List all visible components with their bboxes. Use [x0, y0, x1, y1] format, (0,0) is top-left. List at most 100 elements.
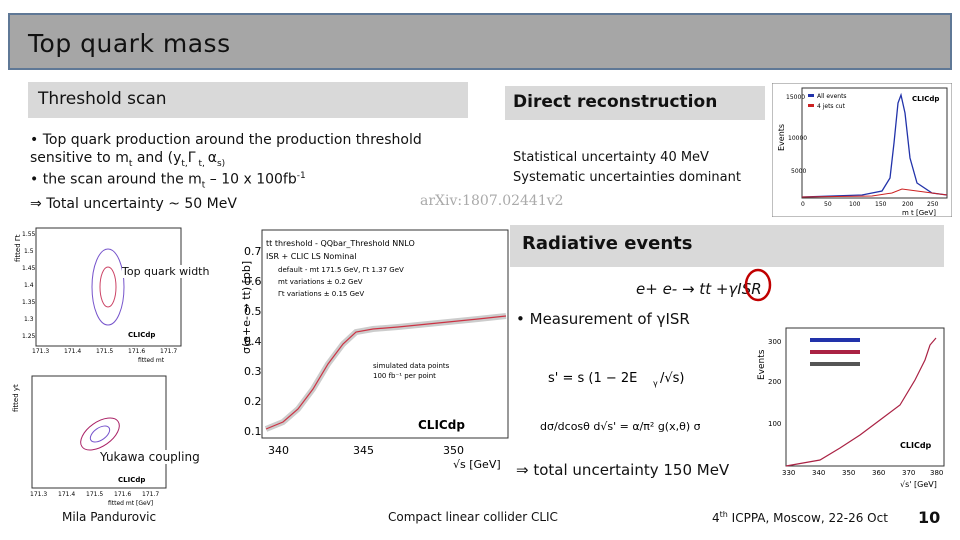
main-xtick-0: 340 — [268, 444, 289, 457]
width-ytick-2: 1.45 — [22, 265, 36, 272]
yukawa-plot: fitted yt 171.3 171.4 171.5 171.6 171.7 … — [8, 372, 168, 507]
width-ytick-4: 1.35 — [22, 299, 36, 306]
isr-formulas: s' = s (1 − 2E γ /√s) dσ/dcosθ d√s' = α/… — [540, 371, 700, 433]
radiative-legend-swatch-1 — [810, 350, 860, 354]
width-ellipse-inner — [99, 266, 117, 308]
main-legend-1: mt variations ± 0.2 GeV — [278, 278, 363, 286]
radiative-legend-swatch-2 — [810, 362, 860, 366]
formula-1-tail: /√s) — [660, 371, 685, 386]
threshold-heading: Threshold scan — [38, 89, 167, 109]
direct-ytick-1: 10000 — [788, 135, 807, 142]
arxiv-watermark: arXiv:1807.02441v2 — [420, 193, 564, 209]
main-sub: ISR + CLIC LS Nominal — [266, 252, 356, 261]
yukawa-plot-axes — [31, 375, 167, 489]
radiative-xtick-5: 380 — [930, 469, 943, 477]
bullet1-text: Top quark production around the producti… — [30, 132, 422, 166]
yukawa-xtick-0: 171.3 — [30, 491, 47, 498]
width-xtick-4: 171.7 — [160, 348, 177, 355]
footer-center: Compact linear collider CLIC — [388, 510, 558, 524]
yukawa-xtick-3: 171.6 — [114, 491, 131, 498]
yukawa-xtick-4: 171.7 — [142, 491, 159, 498]
slide-title-bar: Top quark mass — [8, 13, 952, 70]
radiative-total: ⇒ total uncertainty 150 MeV — [516, 461, 729, 479]
yukawa-label: Yukawa coupling — [100, 450, 200, 464]
footer-conference: 4th ICPPA, Moscow, 22-26 Oct — [712, 510, 888, 525]
radiative-bullet-text: Measurement of γISR — [529, 310, 690, 328]
bullet1-gamma: Γ — [187, 150, 196, 166]
bullet2-post: – 10 x 100fb — [205, 171, 297, 188]
main-ytick-4: 0.3 — [244, 365, 262, 378]
width-ytick-0: 1.55 — [22, 231, 36, 238]
main-xtick-1: 345 — [353, 444, 374, 457]
threshold-total: ⇒ Total uncertainty ~ 50 MeV — [30, 196, 237, 212]
threshold-bullet-2: • the scan around the mt – 10 x 100fb-1 — [30, 171, 306, 191]
threshold-total-text: Total uncertainty ~ 50 MeV — [46, 196, 237, 212]
main-legend-2: Γt variations ± 0.15 GeV — [278, 290, 364, 298]
footer-conf-pre: 4 — [712, 511, 720, 525]
yukawa-logo: CLICdp — [118, 476, 145, 484]
direct-cut-line — [801, 188, 948, 198]
yukawa-ellipse-inner — [89, 425, 111, 443]
width-label: Top quark width — [122, 265, 210, 278]
bullet2-sub: t — [201, 180, 206, 191]
width-xtick-0: 171.3 — [32, 348, 49, 355]
radiative-bullet: • Measurement of γISR — [516, 310, 690, 328]
main-sim-label: simulated data points — [373, 362, 450, 370]
width-plot: fitted Γt 1.55 1.5 1.45 1.4 1.35 1.3 1.2… — [8, 222, 183, 364]
direct-ytick-0: 15000 — [786, 94, 805, 101]
direct-syst: Systematic uncertainties dominant — [513, 170, 741, 185]
yukawa-ellipse-outer — [80, 417, 120, 451]
bullet1-tail4: s) — [216, 158, 226, 169]
width-plot-axes — [35, 227, 182, 347]
main-xtick-2: 350 — [443, 444, 464, 457]
width-logo: CLICdp — [128, 331, 155, 339]
direct-heading: Direct reconstruction — [513, 92, 718, 112]
footer-conf-sup: th — [719, 510, 728, 519]
direct-xtick-1: 50 — [824, 201, 832, 208]
radiative-heading-box: Radiative events — [510, 225, 944, 267]
bullet1-tail2: t, — [181, 158, 188, 169]
width-xtick-3: 171.6 — [128, 348, 145, 355]
direct-logo: CLICdp — [912, 95, 939, 103]
direct-xlabel: m t [GeV] — [902, 209, 936, 217]
radiative-xtick-3: 360 — [872, 469, 885, 477]
direct-legend-swatch-1 — [808, 104, 814, 107]
main-curve — [265, 315, 507, 430]
main-ytick-3: 0.4 — [244, 335, 262, 348]
direct-plot-axes — [801, 87, 948, 199]
width-ytick-5: 1.3 — [24, 316, 34, 323]
radiative-ytick-2: 100 — [768, 420, 781, 428]
yukawa-xtick-2: 171.5 — [86, 491, 103, 498]
radiative-ylabel: Events — [757, 349, 767, 380]
radiative-ytick-1: 200 — [768, 378, 781, 386]
radiative-heading: Radiative events — [522, 233, 693, 254]
main-sim-label2: 100 fb⁻¹ per point — [373, 372, 436, 380]
implies-arrow: ⇒ — [30, 196, 42, 212]
bullet1-tail: and (y — [132, 150, 182, 166]
width-xtick-1: 171.4 — [64, 348, 81, 355]
radiative-total-text: total uncertainty 150 MeV — [533, 461, 730, 479]
radiative-xtick-2: 350 — [842, 469, 855, 477]
radiative-xtick-1: 340 — [812, 469, 825, 477]
formula-2: dσ/dcosθ d√s' = α/π² g(x,θ) σ(s') — [540, 420, 700, 433]
bullet2-sup: -1 — [296, 171, 306, 181]
direct-legend-1: 4 jets cut — [817, 103, 846, 110]
main-ytick-5: 0.2 — [244, 395, 262, 408]
main-ytick-6: 0.1 — [244, 425, 262, 438]
radiative-logo: CLICdp — [900, 441, 932, 450]
radiative-xtick-0: 330 — [782, 469, 795, 477]
direct-ylabel: Events — [777, 124, 786, 151]
direct-ytick-2: 5000 — [791, 168, 806, 175]
slide-title: Top quark mass — [28, 29, 231, 58]
bullet1-sub: t — [128, 158, 133, 169]
bullet2-pre: the scan around the m — [42, 171, 202, 188]
radiative-ytick-0: 300 — [768, 338, 781, 346]
main-ytick-2: 0.5 — [244, 305, 262, 318]
width-ytick-3: 1.4 — [24, 282, 34, 289]
main-ytick-1: 0.6 — [244, 275, 262, 288]
threshold-bullet-1: • Top quark production around the produc… — [30, 132, 422, 169]
width-ellipse-outer — [91, 248, 125, 326]
yukawa-xtick-1: 171.4 — [58, 491, 75, 498]
direct-legend-0: All events — [817, 93, 847, 100]
direct-legend-swatch-0 — [808, 94, 814, 97]
